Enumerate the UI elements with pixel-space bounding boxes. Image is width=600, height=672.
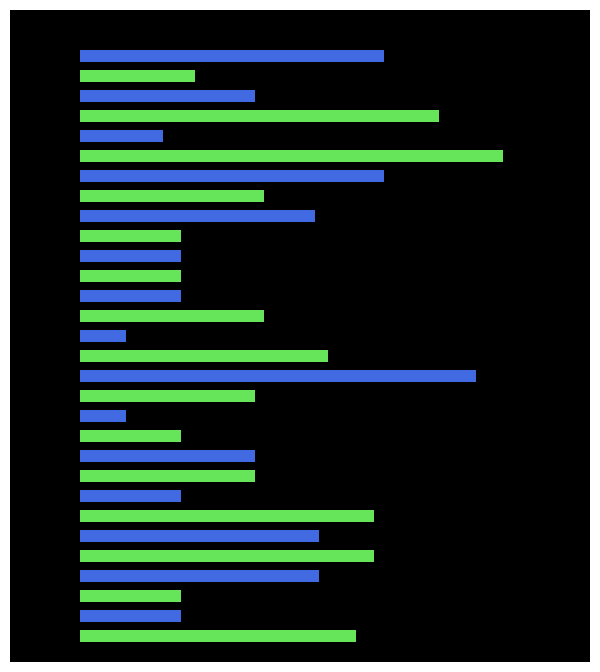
bar-25: [80, 550, 374, 562]
bar-4: [80, 130, 163, 142]
bar-28: [80, 610, 181, 622]
bar-8: [80, 210, 315, 222]
bar-5: [80, 150, 503, 162]
chart-canvas: [10, 10, 590, 662]
bar-18: [80, 410, 126, 422]
bar-13: [80, 310, 264, 322]
chart-outer-frame: [0, 0, 600, 672]
bar-22: [80, 490, 181, 502]
bar-26: [80, 570, 319, 582]
bar-1: [80, 70, 195, 82]
bar-23: [80, 510, 374, 522]
bar-3: [80, 110, 439, 122]
bar-11: [80, 270, 181, 282]
bar-17: [80, 390, 255, 402]
bar-14: [80, 330, 126, 342]
bar-9: [80, 230, 181, 242]
bar-29: [80, 630, 356, 642]
bar-19: [80, 430, 181, 442]
bar-27: [80, 590, 181, 602]
bar-20: [80, 450, 255, 462]
bar-10: [80, 250, 181, 262]
bar-0: [80, 50, 384, 62]
bar-6: [80, 170, 384, 182]
bar-7: [80, 190, 264, 202]
bar-15: [80, 350, 328, 362]
bar-16: [80, 370, 476, 382]
bars-container: [80, 50, 540, 650]
bar-24: [80, 530, 319, 542]
bar-12: [80, 290, 181, 302]
bar-21: [80, 470, 255, 482]
bar-2: [80, 90, 255, 102]
